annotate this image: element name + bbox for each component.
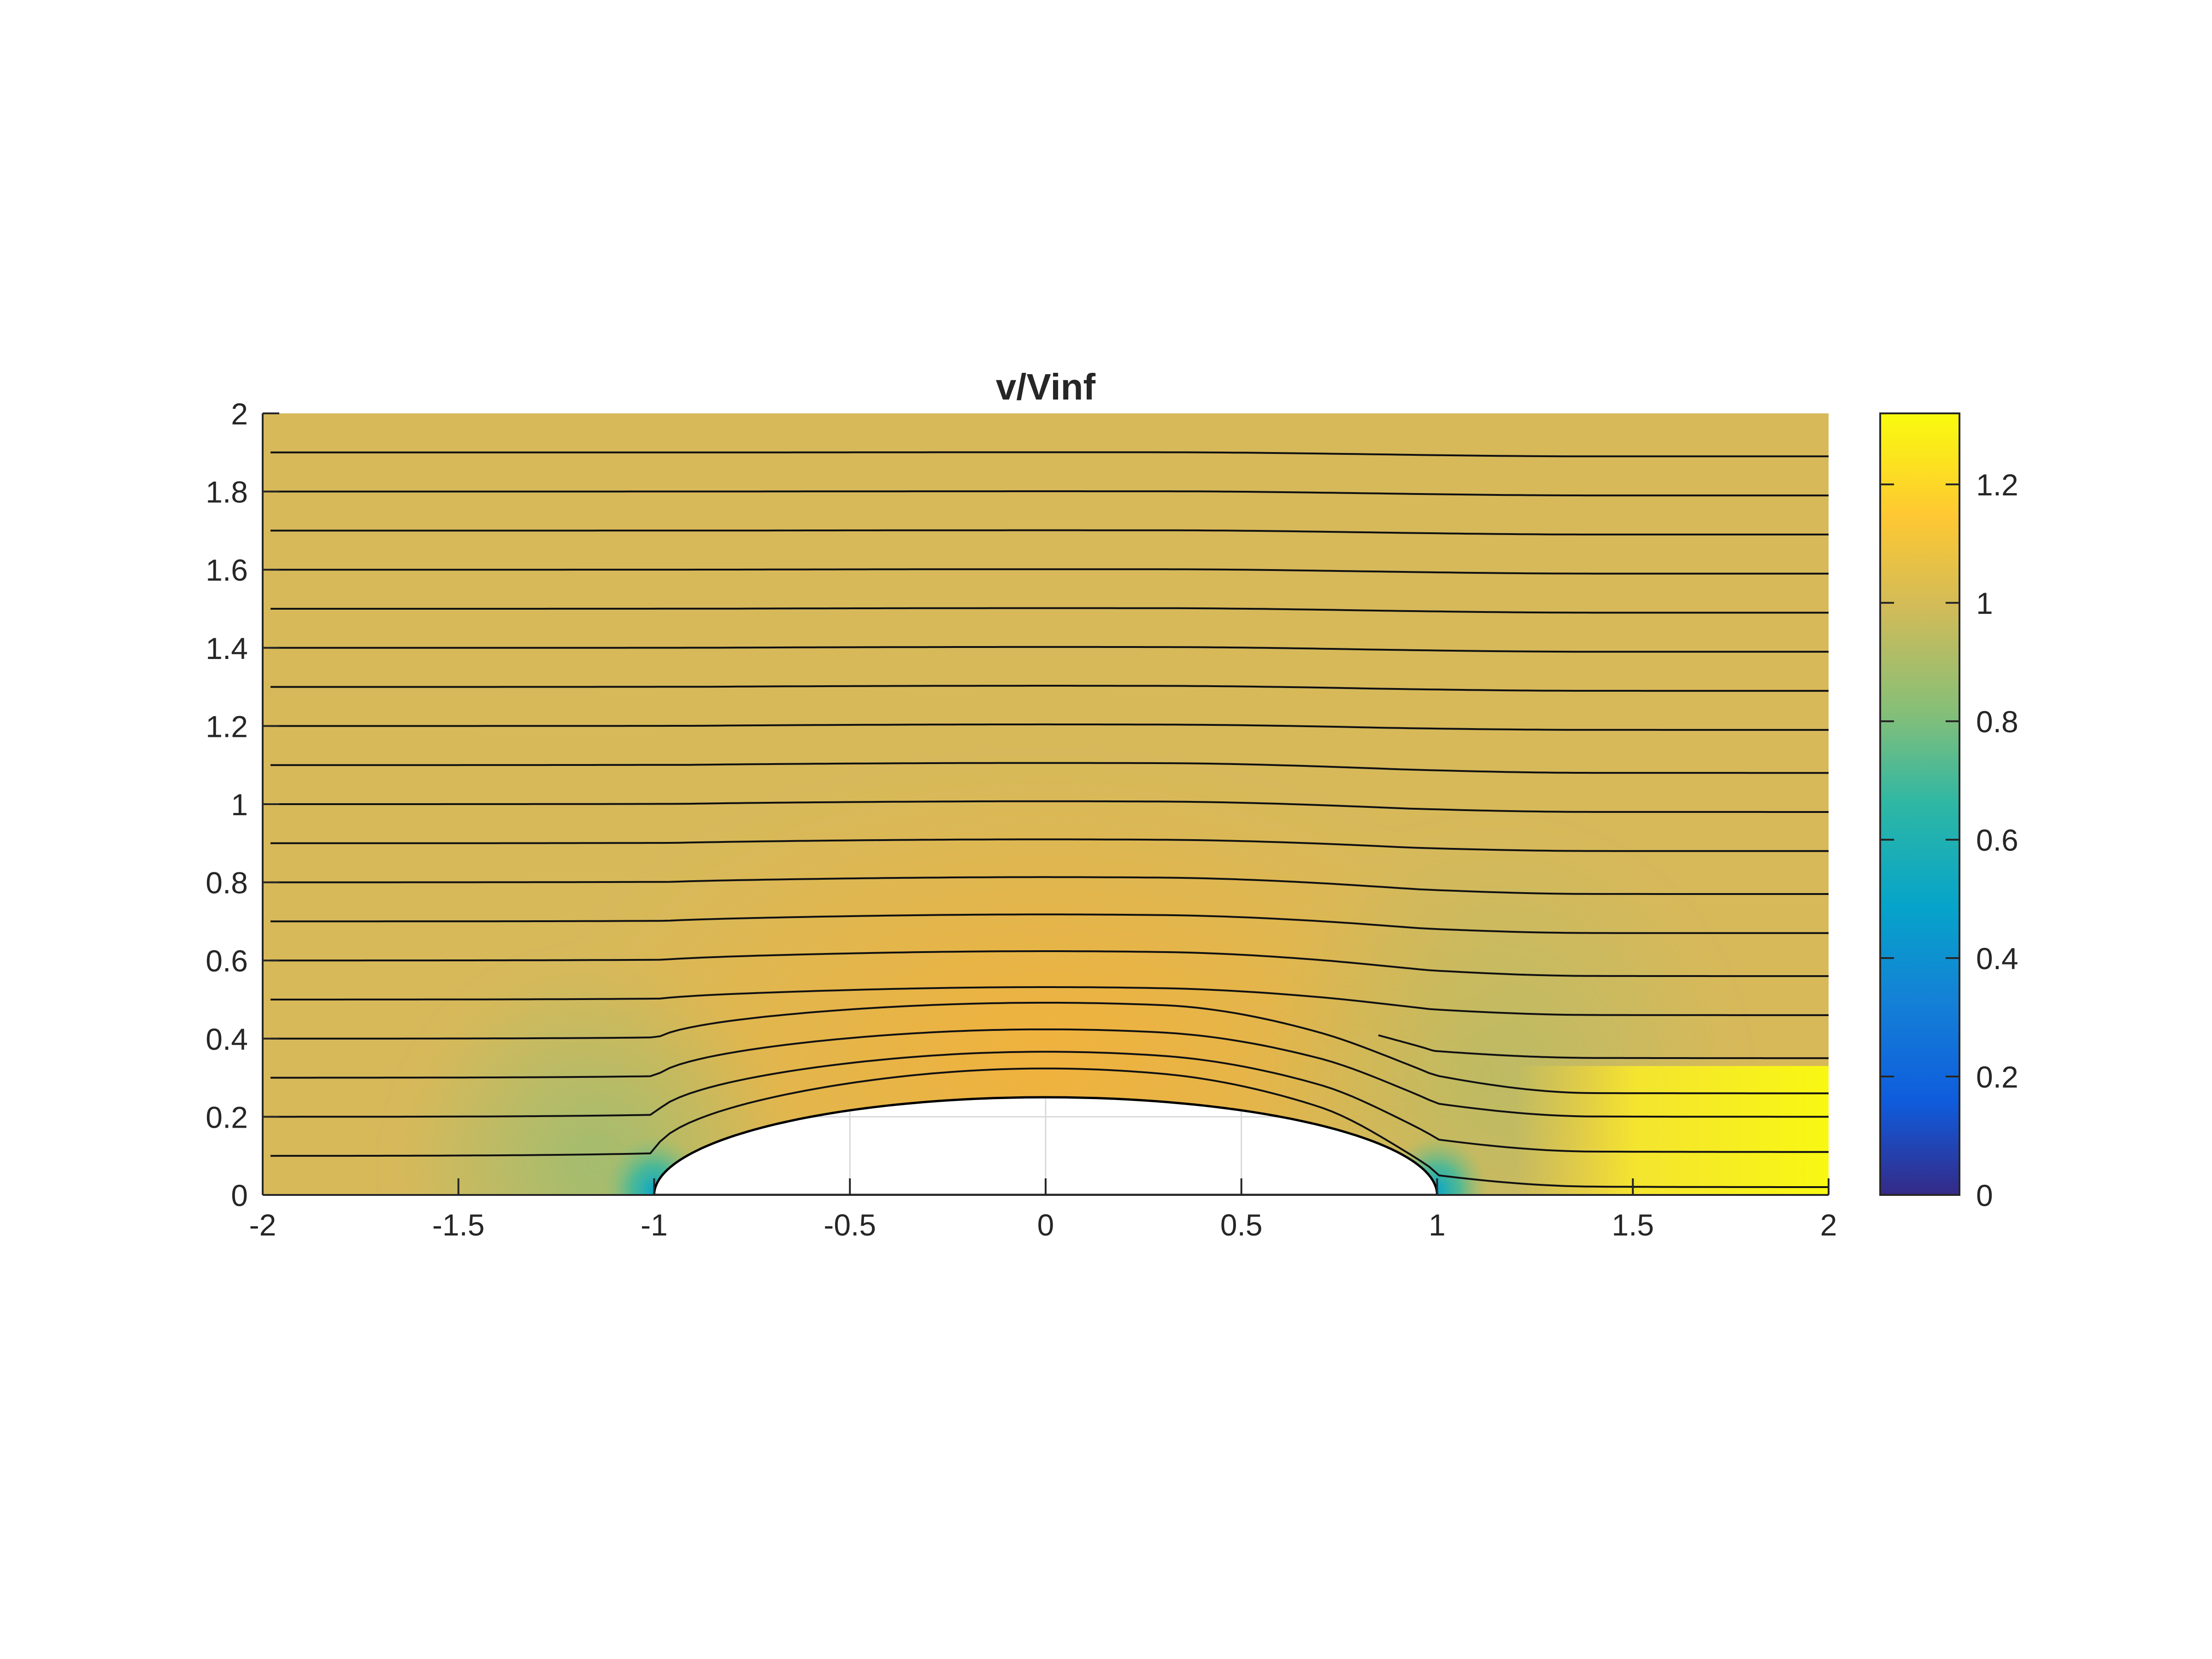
x-tick-label: 0 [1037,1208,1054,1242]
streamline [271,607,1829,614]
colorbar-tick-label: 0.8 [1976,705,2018,739]
streamline [271,568,1829,575]
streamline [271,451,1829,458]
y-tick-label: 1.2 [206,709,248,743]
colorbar-tick-label: 0.2 [1976,1060,2018,1094]
x-tick-label: 0.5 [1220,1208,1263,1242]
x-tick-label: 1 [1429,1208,1446,1242]
colorbar-gradient [1879,412,1960,1196]
x-tick-label: 1.5 [1612,1208,1654,1242]
y-tick-label: 0.2 [206,1100,248,1134]
streamline [271,1028,1829,1118]
x-tick-label: -1 [641,1208,668,1242]
streamline [271,529,1829,535]
y-tick-label: 0 [231,1178,248,1212]
streamline [271,950,1829,977]
streamline [271,913,1829,934]
body-outline [653,1096,1439,1195]
x-tick-label: -1.5 [432,1208,485,1242]
streamlines [270,451,1829,1195]
y-axis-ticks: 0 0.2 0.4 0.6 0.8 1 1.2 1.4 1.6 1.8 2 [206,397,279,1212]
x-tick-label: -0.5 [824,1208,876,1242]
velocity-field [263,413,1829,1195]
streamline [271,490,1829,497]
streamline [271,1051,1829,1153]
streamline [1378,1034,1829,1059]
streamline [271,685,1829,692]
grid [654,1097,1437,1195]
x-tick-label: -2 [249,1208,276,1242]
streamline [271,838,1829,852]
streamline [271,1001,1829,1094]
chart-title: v/Vinf [996,366,1096,407]
streamline [271,723,1829,731]
streamline [271,876,1829,895]
colorbar-tick-label: 0.4 [1976,941,2018,976]
y-tick-label: 1 [231,788,248,822]
colorbar-tick-label: 0 [1976,1178,1993,1212]
leading-deceleration-zone [402,965,789,1195]
y-tick-label: 0.8 [206,866,248,900]
colorbar-tick-label: 1 [1976,586,1993,620]
colorbar-tick-label: 0.6 [1976,823,2018,857]
streamline [270,1067,1829,1188]
streamline [271,986,1829,1016]
y-tick-label: 2 [231,397,248,431]
colorbar: 0 0.2 0.4 0.6 0.8 1 1.2 [1879,412,2018,1212]
y-tick-label: 0.4 [206,1022,248,1056]
streamline [271,800,1829,813]
streamline [271,646,1829,653]
wake-zone [1515,1066,1829,1195]
y-tick-label: 1.4 [206,631,248,665]
x-axis-ticks: -2 -1.5 -1 -0.5 0 0.5 1 1.5 2 [249,1178,1837,1242]
y-tick-label: 1.8 [206,475,248,509]
y-tick-label: 1.6 [206,553,248,587]
y-tick-label: 0.6 [206,944,248,978]
colorbar-tick-label: 1.2 [1976,468,2018,502]
streamline [271,762,1829,774]
x-tick-label: 2 [1820,1208,1837,1242]
